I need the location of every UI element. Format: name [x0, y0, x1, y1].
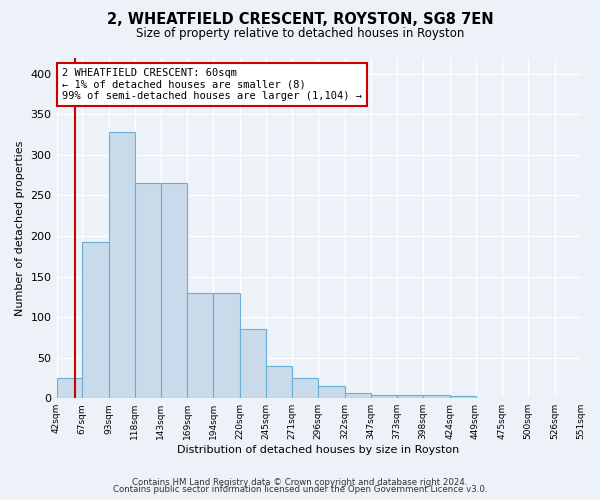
Text: 2, WHEATFIELD CRESCENT, ROYSTON, SG8 7EN: 2, WHEATFIELD CRESCENT, ROYSTON, SG8 7EN	[107, 12, 493, 28]
Bar	[161, 183, 187, 398]
Bar	[345, 394, 371, 398]
Bar	[56, 378, 82, 398]
Bar	[423, 395, 450, 398]
Bar	[450, 396, 476, 398]
Bar	[371, 395, 397, 398]
Bar	[318, 386, 345, 398]
Bar	[187, 293, 213, 398]
Text: Contains HM Land Registry data © Crown copyright and database right 2024.: Contains HM Land Registry data © Crown c…	[132, 478, 468, 487]
Bar	[292, 378, 318, 398]
X-axis label: Distribution of detached houses by size in Royston: Distribution of detached houses by size …	[178, 445, 460, 455]
Text: Contains public sector information licensed under the Open Government Licence v3: Contains public sector information licen…	[113, 485, 487, 494]
Bar	[397, 395, 423, 398]
Bar	[240, 330, 266, 398]
Bar	[109, 132, 135, 398]
Text: Size of property relative to detached houses in Royston: Size of property relative to detached ho…	[136, 28, 464, 40]
Bar	[82, 242, 109, 398]
Text: 2 WHEATFIELD CRESCENT: 60sqm
← 1% of detached houses are smaller (8)
99% of semi: 2 WHEATFIELD CRESCENT: 60sqm ← 1% of det…	[62, 68, 362, 101]
Bar	[266, 366, 292, 398]
Y-axis label: Number of detached properties: Number of detached properties	[15, 140, 25, 316]
Bar	[135, 183, 161, 398]
Bar	[213, 293, 240, 398]
